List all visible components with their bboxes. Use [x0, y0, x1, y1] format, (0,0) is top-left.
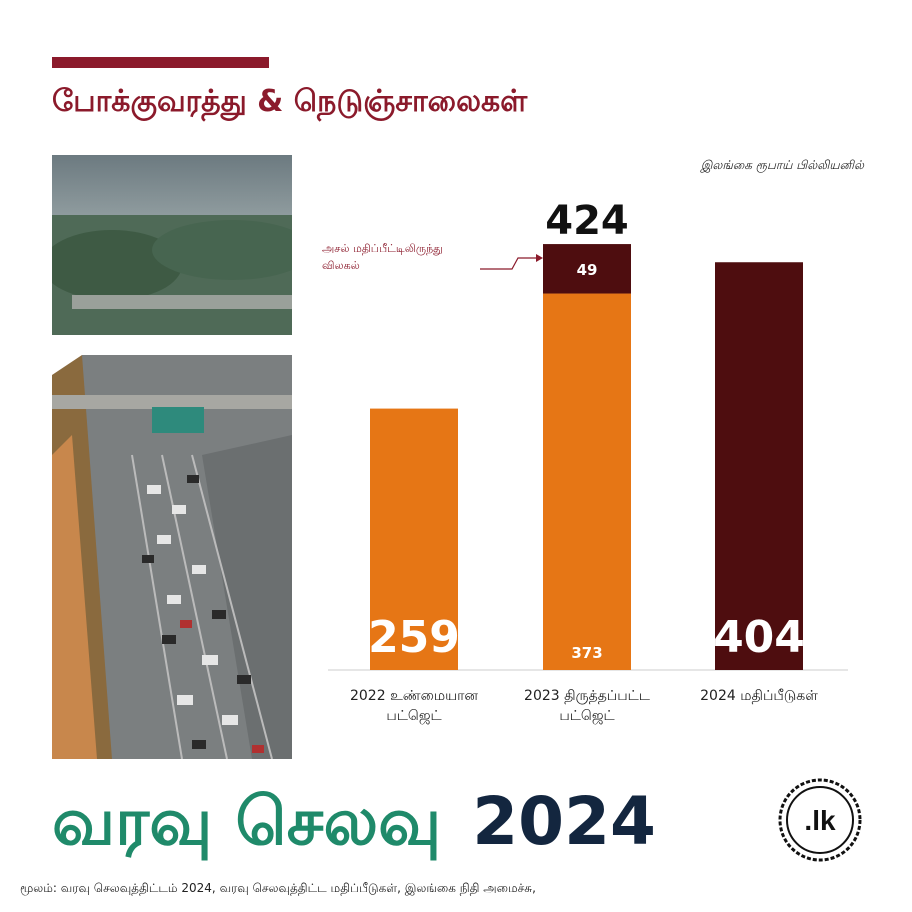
category-label: 2023 திருத்தப்பட்ட பட்ஜெட் — [524, 688, 650, 725]
unit-note: இலங்கை ரூபாய் பில்லியனில் — [700, 158, 864, 172]
annotation-arrowhead — [536, 254, 543, 262]
brand-tamil-text: வரவு செலவு — [52, 783, 442, 860]
bar-segment — [543, 244, 631, 294]
title-accent-bar — [52, 57, 269, 68]
bar-segment — [715, 262, 803, 670]
lk-logo: .lk — [778, 778, 862, 862]
bar-value-label: 373 — [571, 644, 602, 662]
bar-value-label: 404 — [713, 612, 805, 663]
annotation-arrow — [480, 257, 538, 270]
bar-segment — [370, 408, 458, 670]
budget-brand: வரவு செலவு 2024 — [52, 782, 656, 862]
bar-value-label: 49 — [577, 261, 598, 279]
deviation-annotation: அசல் மதிப்பீட்டிலிருந்து விலகல் — [322, 242, 443, 272]
category-label: 2022 உண்மையான பட்ஜெட் — [350, 688, 478, 725]
bar-total-label: 424 — [545, 198, 629, 244]
brand-year: 2024 — [472, 783, 656, 860]
category-label: 2024 மதிப்பீடுகள் — [700, 688, 818, 704]
bar-segment — [543, 293, 631, 670]
page-title: போக்குவரத்து & நெடுஞ்சாலைகள் — [52, 84, 528, 119]
source-note: மூலம்: வரவு செலவுத்திட்டம் 2024, வரவு செ… — [20, 881, 536, 895]
bar-chart: 259 2022 உண்மையான பட்ஜெட் 373 49 424 2023 திரு… — [322, 198, 848, 725]
svg-text:.lk: .lk — [804, 805, 836, 836]
highway-photo — [52, 155, 292, 759]
bar-value-label: 259 — [368, 612, 460, 663]
